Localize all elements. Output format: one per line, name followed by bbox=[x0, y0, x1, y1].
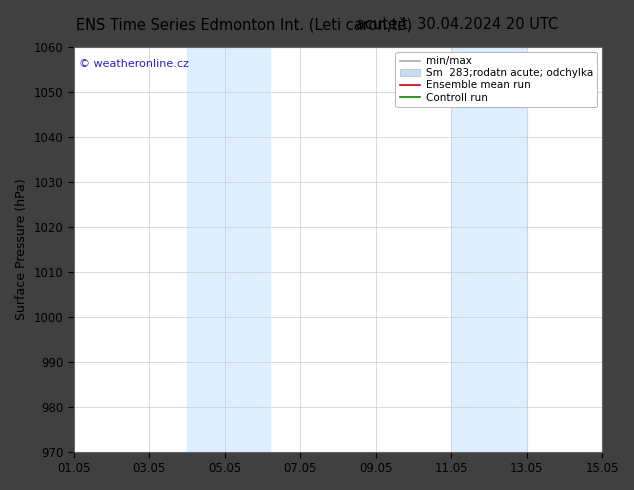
Bar bbox=[187, 47, 270, 452]
Legend: min/max, Sm  283;rodatn acute; odchylka, Ensemble mean run, Controll run: min/max, Sm 283;rodatn acute; odchylka, … bbox=[396, 52, 597, 107]
Y-axis label: Surface Pressure (hPa): Surface Pressure (hPa) bbox=[15, 178, 28, 320]
Text: ENS Time Series Edmonton Int. (Leti caron;tě): ENS Time Series Edmonton Int. (Leti caro… bbox=[76, 17, 412, 33]
Text: acute;t. 30.04.2024 20 UTC: acute;t. 30.04.2024 20 UTC bbox=[356, 17, 558, 32]
Text: © weatheronline.cz: © weatheronline.cz bbox=[79, 59, 189, 69]
Bar bbox=[451, 47, 527, 452]
